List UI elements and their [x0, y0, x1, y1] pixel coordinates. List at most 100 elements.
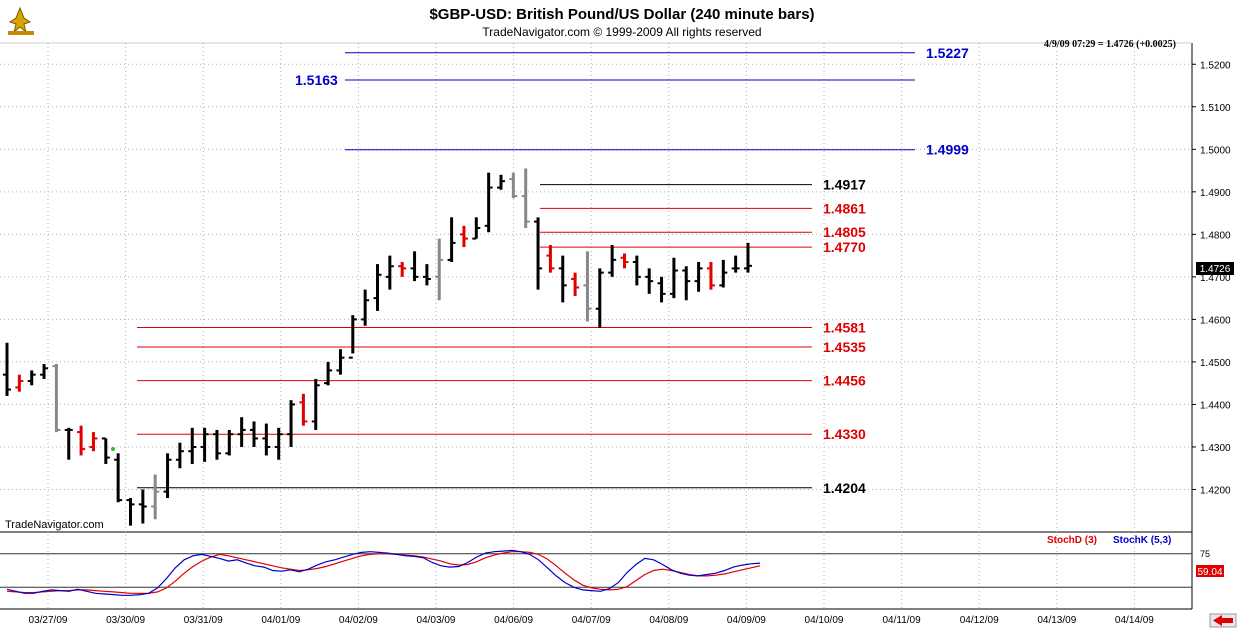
- x-tick-label: 04/02/09: [339, 615, 378, 626]
- x-tick-label: 04/06/09: [494, 615, 533, 626]
- chart-frame: [0, 42, 1193, 610]
- y-tick-label: 1.4300: [1200, 443, 1231, 454]
- ohlc-bar: [15, 374, 24, 392]
- ohlc-bar: [571, 272, 580, 297]
- ohlc-bar: [373, 264, 382, 311]
- x-tick-label: 04/11/09: [883, 615, 922, 626]
- ohlc-bar: [27, 370, 36, 386]
- ohlc-bar: [435, 238, 444, 301]
- stoch-d-line: [6, 551, 761, 594]
- ohlc-bar: [744, 242, 752, 273]
- ohlc-bar: [632, 255, 641, 286]
- level-label: 1.4861: [823, 200, 866, 216]
- y-tick-label: 1.4400: [1200, 400, 1231, 411]
- level-label: 1.4535: [823, 339, 866, 355]
- ohlc-bar: [324, 361, 333, 386]
- ohlc-bar: [706, 261, 715, 290]
- last-price-tag-bg: [1196, 262, 1234, 275]
- ohlc-bar: [52, 364, 61, 433]
- ohlc-bar: [274, 427, 283, 460]
- ohlc-bar: [188, 427, 197, 464]
- watermark: TradeNavigator.com: [5, 519, 104, 531]
- x-axis-labels: 03/27/09 03/30/09 03/31/09 04/01/09 04/02/09…: [29, 615, 1155, 626]
- y-tick-label: 1.4900: [1200, 188, 1231, 199]
- ohlc-bar: [262, 423, 271, 456]
- x-tick-label: 03/31/09: [184, 615, 223, 626]
- ohlc-bar: [410, 251, 419, 282]
- ohlc-bar: [669, 257, 678, 299]
- ohlc-bar: [731, 255, 740, 273]
- y-tick-label: 1.4800: [1200, 230, 1231, 241]
- x-tick-label: 03/27/09: [29, 615, 68, 626]
- y-tick-label: 1.5100: [1200, 103, 1231, 114]
- x-tick-label: 04/03/09: [417, 615, 456, 626]
- last-price-tag: 1.4726: [1200, 264, 1231, 275]
- ohlc-bar: [398, 261, 407, 277]
- ohlc-bar: [645, 268, 654, 294]
- ohlc-bar: [40, 364, 49, 379]
- ohlc-bar: [361, 289, 370, 326]
- ohlc-bar: [497, 174, 505, 190]
- y-tick-label: 1.4500: [1200, 358, 1231, 369]
- x-tick-label: 04/09/09: [727, 615, 766, 626]
- y-tick-label: 1.5000: [1200, 145, 1231, 156]
- ohlc-bar: [200, 427, 209, 462]
- ohlc-bar: [608, 244, 617, 277]
- ohlc-bar: [175, 442, 184, 469]
- ohlc-bar: [225, 429, 234, 456]
- level-label: 1.5227: [926, 45, 969, 61]
- stoch-value-tag: 59.04: [1197, 567, 1222, 578]
- legend-stoch-d: StochD (3): [1047, 535, 1097, 546]
- ohlc-bar: [299, 393, 308, 426]
- level-label: 1.4581: [823, 319, 866, 335]
- ohlc-bar: [237, 417, 246, 447]
- x-tick-label: 04/10/09: [805, 615, 844, 626]
- ref-upper-label: 75: [1200, 549, 1210, 559]
- signal-dot: [111, 447, 115, 451]
- x-tick-label: 03/30/09: [106, 615, 145, 626]
- ohlc-bar: [114, 453, 123, 503]
- ohlc-bar: [546, 244, 555, 273]
- ohlc-bar: [385, 255, 394, 290]
- quote-readout: 4/9/09 07:29 = 1.4726 (+0.0025): [1044, 39, 1176, 50]
- copyright-line: TradeNavigator.com © 1999-2009 All right…: [482, 25, 761, 39]
- y-tick-label: 1.4600: [1200, 315, 1231, 326]
- y-tick-label: 1.4200: [1200, 485, 1231, 496]
- ohlc-bar: [484, 172, 493, 233]
- fibonacci-levels: 1.5227 1.5163 1.4999 1.4917 1.4861 1.48051.47…: [137, 45, 969, 496]
- ohlc-bar: [101, 437, 110, 464]
- ohlc-bar: [151, 474, 160, 520]
- chart-title: $GBP-USD: British Pound/US Dollar (240 m…: [429, 6, 814, 23]
- ohlc-bar: [126, 497, 135, 526]
- ohlc-bar: [521, 168, 530, 228]
- level-label: 1.4204: [823, 480, 866, 496]
- ohlc-bar: [583, 251, 592, 322]
- ohlc-bar: [534, 217, 543, 290]
- ohlc-bar: [336, 349, 345, 375]
- scroll-left-arrow-icon[interactable]: [1209, 613, 1237, 628]
- ohlc-bar: [472, 217, 481, 240]
- x-tick-label: 04/07/09: [572, 615, 611, 626]
- y-tick-label: 1.5200: [1200, 60, 1231, 71]
- ohlc-bar: [287, 400, 296, 447]
- ohlc-bar: [694, 261, 703, 292]
- ohlc-bar: [163, 453, 172, 498]
- ohlc-bar: [212, 429, 221, 460]
- vertical-grid: [47, 43, 1135, 609]
- ohlc-bar: [422, 264, 431, 286]
- ohlc-bar: [89, 432, 98, 452]
- stochastic-panel: 75 StochD (3) StochK (5,3) 59.04: [0, 535, 1224, 596]
- x-tick-label: 04/01/09: [261, 615, 300, 626]
- ohlc-bar: [459, 225, 468, 248]
- ohlc-bar: [311, 378, 320, 430]
- ohlc-bar: [64, 427, 73, 460]
- level-label: 1.4456: [823, 373, 866, 389]
- level-label: 1.4330: [823, 426, 866, 442]
- ohlc-bar: [558, 255, 567, 303]
- ohlc-bar: [620, 253, 629, 269]
- stoch-k-line: [6, 549, 761, 596]
- y-tick-label: 1.4700: [1200, 273, 1231, 284]
- ohlc-bars: [3, 168, 752, 526]
- stoch-value-tag-bg: [1196, 565, 1224, 577]
